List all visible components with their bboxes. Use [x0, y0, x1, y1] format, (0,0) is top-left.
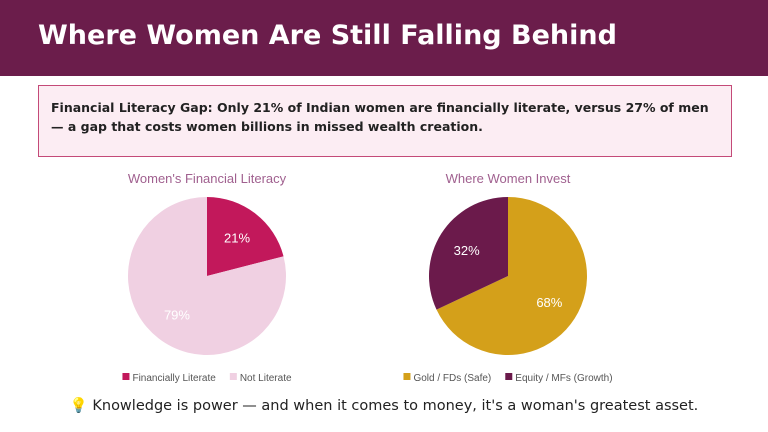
header-bar: Where Women Are Still Falling Behind [0, 0, 768, 76]
pie-slice [207, 197, 284, 276]
pie-slice [436, 197, 587, 355]
legend-swatch [229, 373, 237, 380]
legend-label: Gold / FDs (Safe) [413, 373, 491, 384]
legend-swatch [122, 373, 130, 380]
slice-label: 21% [224, 230, 250, 245]
legend-swatch [403, 373, 411, 380]
pie-slice [429, 197, 508, 310]
legend-label: Financially Literate [132, 373, 216, 384]
slide-title: Where Women Are Still Falling Behind [38, 20, 617, 51]
footer-text: 💡 Knowledge is power — and when it comes… [69, 398, 699, 414]
legend-swatch [505, 373, 513, 380]
legend-label: Not Literate [240, 373, 292, 384]
legend: Gold / FDs (Safe) Equity / MFs (Growth) [403, 373, 613, 384]
legend: Financially Literate Not Literate [122, 373, 292, 384]
pie-slice [128, 197, 286, 355]
chart-title: Where Women Invest [446, 171, 571, 186]
chart-title: Women's Financial Literacy [128, 171, 287, 186]
slice-label: 32% [454, 243, 480, 258]
callout: Financial Literacy Gap: Only 21% of Indi… [38, 85, 732, 157]
legend-label: Equity / MFs (Growth) [515, 373, 612, 384]
slice-label: 68% [536, 295, 562, 310]
slice-label: 79% [164, 308, 190, 323]
